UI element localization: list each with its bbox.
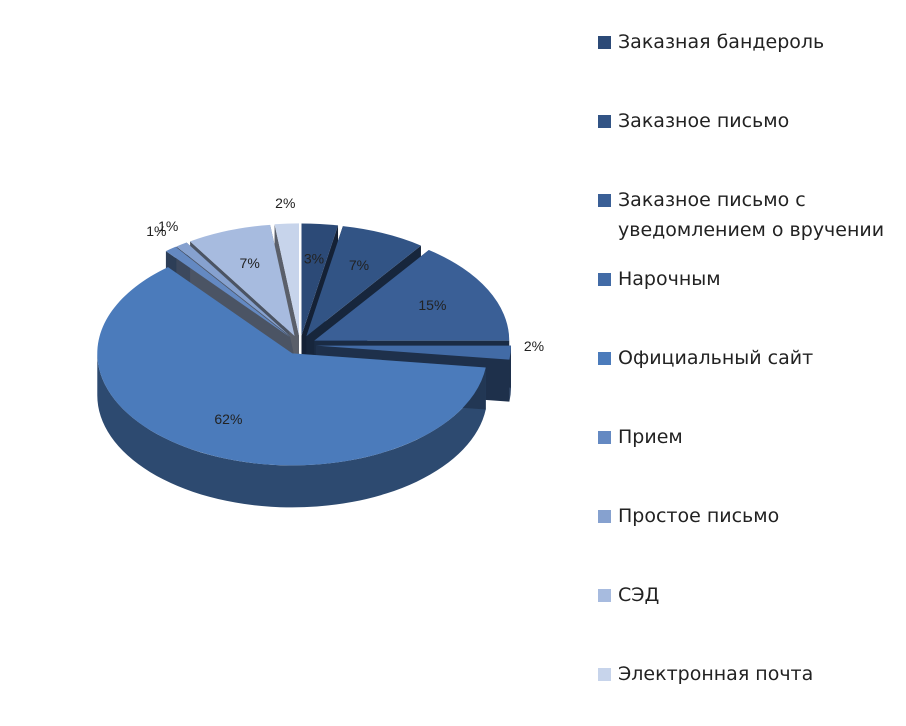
legend-item: Нарочным xyxy=(598,264,898,294)
legend-item: Простое письмо xyxy=(598,501,898,531)
legend-label: СЭД xyxy=(618,584,660,606)
legend-item: Заказное письмо xyxy=(598,106,898,136)
slice xyxy=(274,223,299,336)
legend-swatch xyxy=(598,352,611,365)
slice xyxy=(97,267,486,466)
legend-item: Прием xyxy=(598,422,898,452)
slice xyxy=(315,345,511,360)
legend-swatch xyxy=(598,510,611,523)
legend-label: Электронная почта xyxy=(618,663,814,685)
legend-label: Официальный сайт xyxy=(618,347,814,369)
legend-swatch xyxy=(598,431,611,444)
legend-item: Электронная почта xyxy=(598,659,898,689)
data-label: 2% xyxy=(275,195,295,211)
slice xyxy=(306,226,421,337)
legend-label: Заказная бандероль xyxy=(618,31,825,53)
legend-item: СЭД xyxy=(598,580,898,610)
data-label: 15% xyxy=(418,297,446,313)
slice-side xyxy=(97,353,486,508)
legend-swatch xyxy=(598,115,611,128)
legend-item: Официальный сайт xyxy=(598,343,898,373)
data-label: 3% xyxy=(304,250,324,266)
legend-label: Заказное письмо с уведомлением о вручени… xyxy=(618,189,885,241)
data-label: 1% xyxy=(158,218,178,234)
legend-label: Простое письмо xyxy=(618,505,780,527)
legend-swatch xyxy=(598,194,611,207)
legend-swatch xyxy=(598,273,611,286)
data-label: 62% xyxy=(214,411,242,427)
slice xyxy=(176,242,292,338)
data-label: 1% xyxy=(146,223,166,239)
data-label: 7% xyxy=(240,255,260,271)
legend-label: Заказное письмо xyxy=(618,110,790,132)
data-label: 2% xyxy=(524,338,544,354)
legend-label: Нарочным xyxy=(618,268,721,290)
slice xyxy=(190,224,295,336)
legend-swatch xyxy=(598,36,611,49)
legend-item: Заказное письмо с уведомлением о вручени… xyxy=(598,185,898,245)
legend-swatch xyxy=(598,668,611,681)
slice xyxy=(165,246,291,338)
legend-label: Прием xyxy=(618,426,683,448)
data-label: 7% xyxy=(349,257,369,273)
slice xyxy=(301,223,339,336)
slice xyxy=(314,250,510,341)
legend-item: Заказная бандероль xyxy=(598,27,898,57)
legend-swatch xyxy=(598,589,611,602)
